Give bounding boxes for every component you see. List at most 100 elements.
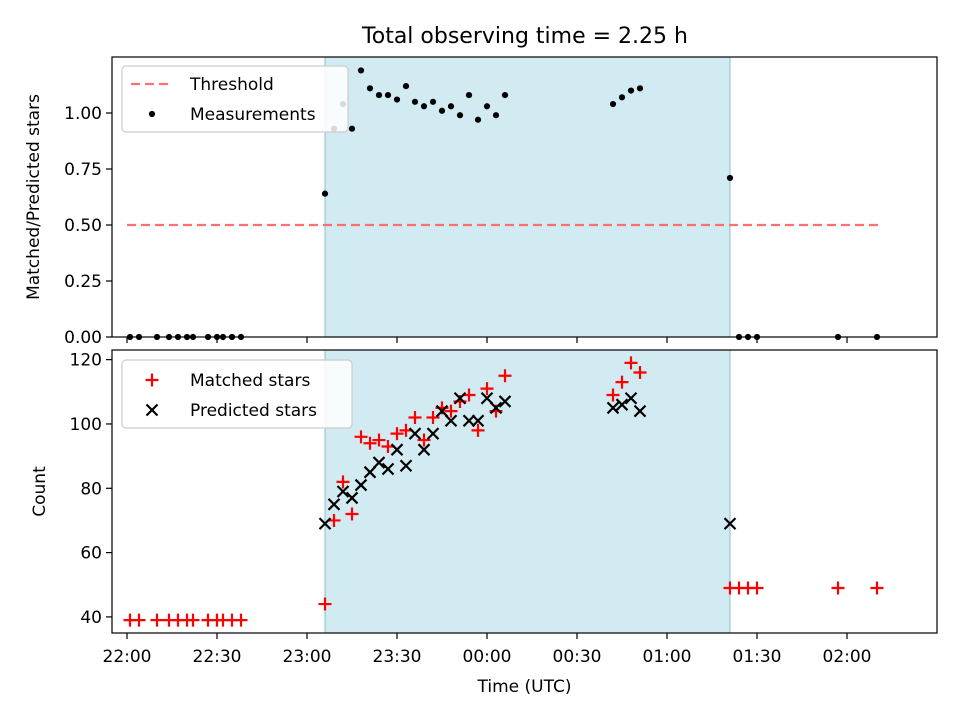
- matched-star-point: [633, 366, 647, 380]
- matched-star-point: [606, 388, 620, 402]
- matched-star-point: [234, 613, 248, 627]
- measurement-point: [609, 100, 617, 108]
- measurement-point: [438, 107, 446, 114]
- measurement-point: [411, 98, 419, 105]
- matched-star-point: [354, 430, 368, 444]
- matched-star-point: [150, 613, 164, 627]
- predicted-star-point: [444, 414, 458, 428]
- matched-star-point: [132, 613, 146, 627]
- x-tick-label: 01:00: [643, 647, 692, 667]
- predicted-star-point: [417, 443, 431, 456]
- matched-star-point: [417, 433, 431, 447]
- measurement-point: [366, 85, 374, 92]
- legend-matched-label: Matched stars: [190, 371, 310, 391]
- x-tick-label: 23:30: [373, 647, 422, 667]
- matched-star-point: [408, 411, 422, 425]
- predicted-star-point: [372, 456, 386, 469]
- x-tick-label: 22:30: [193, 647, 242, 667]
- measurement-point: [429, 98, 437, 105]
- bottom-legend: Matched stars Predicted stars: [121, 359, 353, 429]
- matched-star-point: [336, 475, 350, 489]
- x-tick-label: 01:30: [733, 647, 782, 667]
- predicted-star-point: [345, 491, 359, 505]
- y-tick-label: 0.25: [64, 272, 102, 292]
- predicted-star-point: [471, 414, 485, 428]
- x-tick-label: 23:00: [283, 647, 332, 667]
- measurement-point: [465, 91, 473, 99]
- measurement-point: [375, 91, 383, 99]
- predicted-star-point: [462, 414, 476, 428]
- predicted-star-point: [453, 391, 467, 405]
- predicted-star-point: [426, 427, 440, 440]
- plot-frame: [111, 56, 938, 338]
- matched-star-point: [615, 375, 629, 389]
- predicted-star-point: [390, 443, 404, 456]
- bottom-panel: 40 60 80 100 120 22:00 22:30 23:00 23:30 00:00 00:…: [30, 349, 938, 697]
- matched-star-point: [318, 597, 332, 611]
- predicted-star-point: [399, 459, 413, 473]
- matched-star-point: [870, 581, 884, 595]
- matched-star-point: [480, 382, 494, 396]
- legend-predicted-label: Predicted stars: [190, 401, 317, 421]
- x-tick-label: 00:30: [553, 647, 602, 667]
- predicted-star-point: [327, 498, 341, 511]
- y-tick-label: 1.00: [64, 104, 102, 124]
- top-legend: Threshold Measurements: [121, 65, 349, 133]
- measurement-point: [393, 96, 401, 103]
- matched-star-point: [498, 369, 512, 383]
- star-count-points: [123, 356, 884, 627]
- measurement-point: [456, 112, 464, 119]
- bottom-legend-frame: [121, 359, 353, 429]
- matched-star-point: [624, 356, 638, 370]
- matched-star-point: [372, 433, 386, 447]
- measurement-point: [501, 91, 509, 99]
- measurement-point: [627, 87, 635, 94]
- x-axis-label: Time (UTC): [477, 677, 572, 697]
- measurement-point: [420, 103, 428, 110]
- predicted-star-point: [723, 517, 737, 530]
- legend-cross-glyph: [145, 403, 159, 417]
- top-axes: 0.00 0.25 0.50 0.75 1.00: [64, 56, 938, 348]
- bottom-axes: 40 60 80 100 120 22:00 22:30 23:00 23:30 00:00 00:…: [70, 349, 938, 667]
- matched-star-point: [750, 581, 764, 595]
- y-tick-label: 100: [70, 415, 102, 435]
- y-tick-label: 0.75: [64, 160, 102, 180]
- x-tick-label: 00:00: [463, 647, 512, 667]
- measurement-point: [321, 190, 329, 197]
- predicted-star-point: [480, 391, 494, 405]
- plot-frame: [111, 349, 938, 634]
- predicted-star-point: [363, 465, 377, 479]
- top-panel: 0.00 0.25 0.50 0.75 1.00 Matched/Predicted s…: [24, 56, 938, 348]
- matched-star-point: [345, 507, 359, 521]
- y-tick-label: 80: [80, 479, 102, 499]
- y-tick-label: 40: [80, 608, 102, 628]
- measurement-point: [483, 103, 491, 110]
- y-tick-label: 120: [70, 351, 102, 371]
- y-tick-label: 0.50: [64, 216, 102, 236]
- matched-star-point: [831, 581, 845, 595]
- measurement-point: [348, 125, 356, 132]
- matched-star-point: [444, 404, 458, 418]
- measurement-point: [474, 116, 482, 123]
- legend-measurements-label: Measurements: [190, 105, 316, 125]
- measurement-point: [447, 103, 455, 110]
- matched-star-point: [186, 613, 200, 627]
- predicted-star-point: [354, 478, 368, 492]
- predicted-star-point: [336, 485, 350, 498]
- measurement-point: [357, 67, 365, 74]
- legend-plus-glyph: [145, 373, 159, 387]
- predicted-star-point: [624, 391, 638, 405]
- matched-star-point: [363, 436, 377, 450]
- legend-threshold-label: Threshold: [189, 75, 274, 95]
- predicted-star-point: [489, 401, 503, 415]
- top-legend-frame: [121, 65, 349, 133]
- matched-star-point: [426, 411, 440, 425]
- predicted-star-point: [606, 401, 620, 415]
- x-tick-label: 22:00: [103, 647, 152, 667]
- predicted-star-point: [435, 404, 449, 418]
- chart-title: Total observing time = 2.25 h: [361, 24, 688, 49]
- measurement-point: [402, 83, 410, 90]
- predicted-star-point: [498, 395, 512, 408]
- observing-window-band: [324, 349, 731, 634]
